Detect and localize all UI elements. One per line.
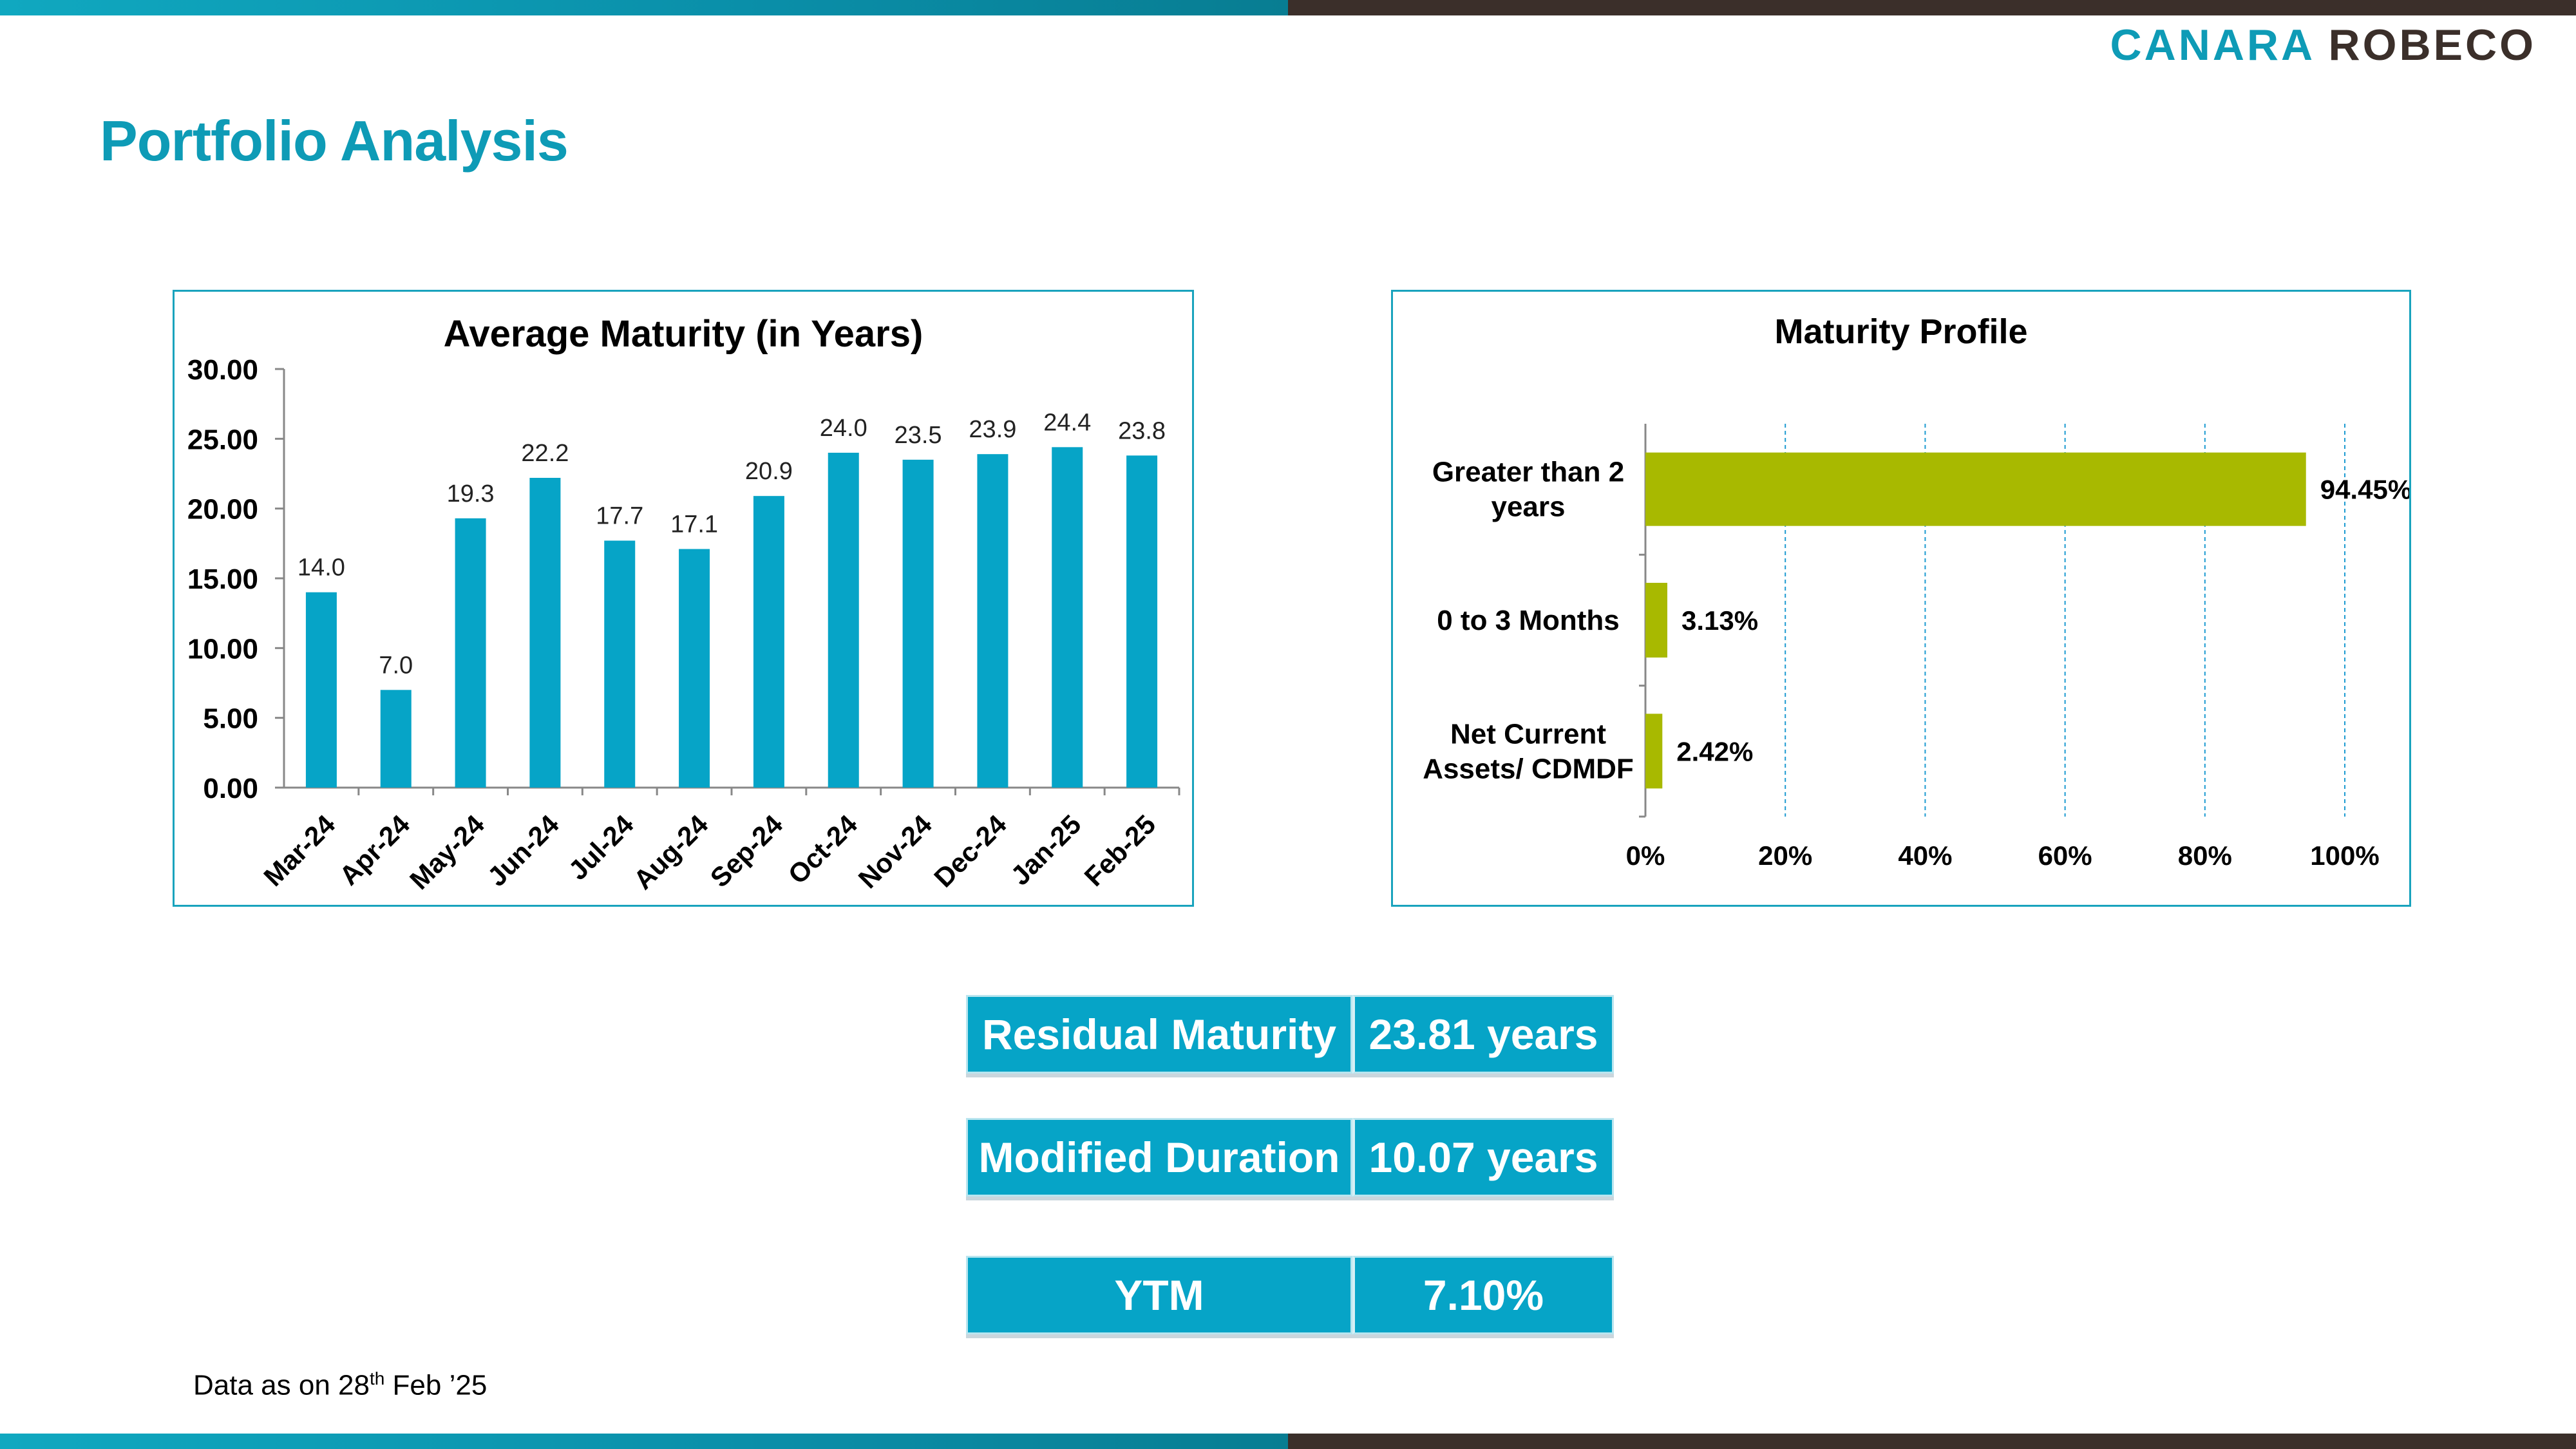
bar-value-label: 7.0 <box>379 652 413 679</box>
bar <box>1645 583 1667 658</box>
modified-duration-row: Modified Duration 10.07 years <box>966 1118 1614 1200</box>
bar <box>455 518 486 788</box>
x-tick-label: Feb-25 <box>1078 809 1161 892</box>
maturity-profile-chart-panel: Maturity Profile 0% 20% 40% 60% 80% 100% 94.45%… <box>1391 290 2411 907</box>
bar-value-label: 19.3 <box>447 480 495 507</box>
footnote-prefix: Data as on 28 <box>193 1369 370 1401</box>
bar <box>902 459 934 788</box>
bar-value-label: 2.42% <box>1676 736 1753 766</box>
bottom-color-bar <box>0 1434 2576 1449</box>
y-tick-label: 25.00 <box>187 424 258 455</box>
top-bar-brown <box>1288 0 2576 15</box>
x-tick-label: 40% <box>1898 840 1952 871</box>
top-color-bar <box>0 0 2576 15</box>
bar-value-label: 3.13% <box>1681 605 1758 636</box>
bar <box>380 690 412 788</box>
modified-duration-value: 10.07 years <box>1352 1118 1614 1197</box>
y-tick-label: 20.00 <box>187 494 258 526</box>
ytm-row: YTM 7.10% <box>966 1256 1614 1338</box>
bar <box>1052 447 1083 788</box>
y-tick-label: 5.00 <box>203 703 258 735</box>
average-maturity-chart: Average Maturity (in Years) 0.00 5.00 10.00… <box>187 313 1180 895</box>
bar <box>1645 714 1663 789</box>
bottom-bar-teal <box>0 1434 1288 1449</box>
ytm-value: 7.10% <box>1352 1256 1614 1334</box>
x-tick-label: Aug-24 <box>628 809 714 895</box>
y-tick-label: 10.00 <box>187 633 258 665</box>
x-tick-label: Jan-25 <box>1005 809 1086 891</box>
bar-value-label: 94.45% <box>2320 475 2409 505</box>
bar-value-label: 24.0 <box>820 415 867 442</box>
bar <box>828 453 859 788</box>
bar <box>679 549 710 788</box>
x-tick-label: 20% <box>1758 840 1812 871</box>
y-category-label: Net Current <box>1450 718 1606 750</box>
bar-value-label: 24.4 <box>1043 409 1091 436</box>
bar-value-label: 23.5 <box>895 422 942 449</box>
residual-maturity-value: 23.81 years <box>1352 995 1614 1074</box>
y-tick-label: 15.00 <box>187 564 258 595</box>
x-tick-label: 100% <box>2310 840 2379 871</box>
bar <box>977 454 1009 788</box>
x-tick-label: Apr-24 <box>334 809 416 891</box>
x-tick-label: 80% <box>2178 840 2232 871</box>
residual-maturity-row: Residual Maturity 23.81 years <box>966 995 1614 1077</box>
logo-robeco: ROBECO <box>2328 21 2536 70</box>
x-tick-label: Nov-24 <box>853 809 938 895</box>
y-category-label: years <box>1491 491 1565 523</box>
x-tick-label: Jun-24 <box>482 809 565 892</box>
average-maturity-chart-panel: Average Maturity (in Years) 0.00 5.00 10.00… <box>173 290 1194 907</box>
bar <box>1645 452 2306 526</box>
x-tick-label: Dec-24 <box>928 809 1012 893</box>
bar-value-label: 17.1 <box>670 511 718 538</box>
bar <box>753 496 784 788</box>
x-tick-label: 0% <box>1626 840 1665 871</box>
y-category-label: 0 to 3 Months <box>1437 605 1620 636</box>
footnote-sup: th <box>369 1368 385 1388</box>
residual-maturity-label: Residual Maturity <box>966 995 1352 1074</box>
bar <box>305 592 337 788</box>
y-tick-label: 30.00 <box>187 354 258 386</box>
y-category-label: Assets/ CDMDF <box>1423 753 1634 784</box>
bar-value-label: 14.0 <box>298 554 345 582</box>
x-tick-label: Sep-24 <box>705 809 789 893</box>
maturity-profile-chart: Maturity Profile 0% 20% 40% 60% 80% 100% 94.45%… <box>1423 312 2409 871</box>
chart-title: Average Maturity (in Years) <box>444 313 923 355</box>
top-bar-teal <box>0 0 1288 15</box>
bar-value-label: 23.8 <box>1118 417 1166 444</box>
x-tick-label: May-24 <box>404 809 490 895</box>
x-tick-label: Mar-24 <box>258 809 341 892</box>
bottom-bar-brown <box>1288 1434 2576 1449</box>
bar-value-label: 20.9 <box>745 458 793 485</box>
bar <box>1126 455 1158 788</box>
x-tick-label: 60% <box>2038 840 2092 871</box>
y-category-label: Greater than 2 <box>1432 457 1624 488</box>
bar <box>529 478 561 788</box>
ytm-label: YTM <box>966 1256 1352 1334</box>
bar <box>604 540 636 788</box>
page-title: Portfolio Analysis <box>100 109 569 173</box>
x-tick-label: Oct-24 <box>782 809 863 890</box>
logo-canara: CANARA <box>2110 21 2314 70</box>
data-date-footnote: Data as on 28th Feb ’25 <box>193 1368 487 1402</box>
bar-value-label: 22.2 <box>521 440 569 467</box>
bar-value-label: 17.7 <box>596 503 643 530</box>
modified-duration-label: Modified Duration <box>966 1118 1352 1197</box>
chart-title: Maturity Profile <box>1774 312 2027 351</box>
y-tick-label: 0.00 <box>203 773 258 804</box>
footnote-suffix: Feb ’25 <box>384 1369 488 1401</box>
bar-value-label: 23.9 <box>969 416 1016 443</box>
brand-logo: CANARA ROBECO <box>2110 23 2537 67</box>
